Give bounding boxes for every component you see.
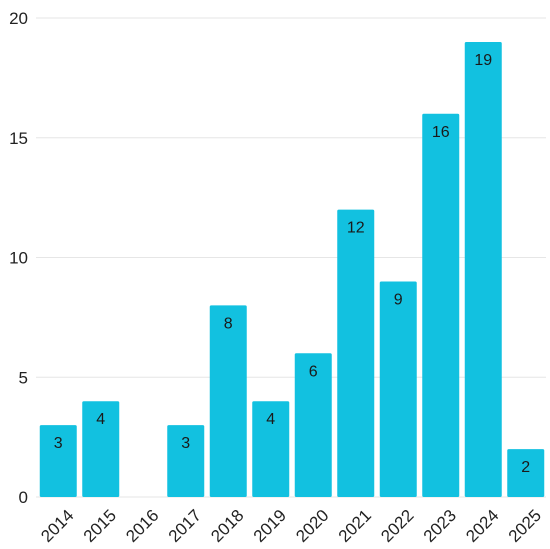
bar-2022 <box>379 281 417 497</box>
y-tick-label: 10 <box>9 249 28 268</box>
data-label-2025: 2 <box>521 459 530 476</box>
x-tick-label-2022: 2022 <box>377 506 417 546</box>
bar-2014 <box>39 425 77 497</box>
data-label-2022: 9 <box>394 291 403 308</box>
bar-2020 <box>294 353 332 497</box>
data-label-2024: 19 <box>474 52 492 69</box>
x-tick-label-2023: 2023 <box>420 506 460 546</box>
bar-2015 <box>82 401 120 497</box>
x-tick-label-2016: 2016 <box>122 506 162 546</box>
bar-2021 <box>337 209 375 497</box>
y-tick-label: 0 <box>19 488 28 507</box>
x-axis: 2014 2015 2016 2017 2018 2019 2020 2021 2022 2023… <box>37 506 545 546</box>
data-label-2020: 6 <box>309 363 318 380</box>
x-tick-label-2021: 2021 <box>335 506 375 546</box>
x-tick-label-2025: 2025 <box>505 506 545 546</box>
data-label-2015: 4 <box>96 411 105 428</box>
bar-2023 <box>422 113 460 498</box>
bar-2017 <box>167 425 205 497</box>
bar-2019 <box>252 401 290 497</box>
bar-2025 <box>507 449 545 497</box>
bar-2018 <box>209 305 247 497</box>
x-tick-label-2017: 2017 <box>165 506 205 546</box>
data-label-2019: 4 <box>266 411 275 428</box>
grid-lines <box>36 17 546 498</box>
data-label-2023: 16 <box>432 124 450 141</box>
y-tick-label: 20 <box>9 9 28 28</box>
bar-2024 <box>464 41 502 497</box>
data-label-2017: 3 <box>181 435 190 452</box>
data-label-2014: 3 <box>54 435 63 452</box>
x-tick-label-2024: 2024 <box>462 506 502 546</box>
y-axis: 0 5 10 15 20 <box>9 9 28 507</box>
data-labels: 3 4 3 8 4 6 12 9 16 19 2 <box>54 52 531 476</box>
y-tick-label: 5 <box>19 368 28 387</box>
y-tick-label: 15 <box>9 129 28 148</box>
x-tick-label-2015: 2015 <box>80 506 120 546</box>
data-label-2021: 12 <box>347 220 365 237</box>
data-label-2018: 8 <box>224 315 233 332</box>
x-tick-label-2014: 2014 <box>37 506 77 546</box>
x-tick-label-2019: 2019 <box>250 506 290 546</box>
x-tick-label-2020: 2020 <box>292 506 332 546</box>
bars <box>39 41 545 498</box>
x-tick-label-2018: 2018 <box>207 506 247 546</box>
